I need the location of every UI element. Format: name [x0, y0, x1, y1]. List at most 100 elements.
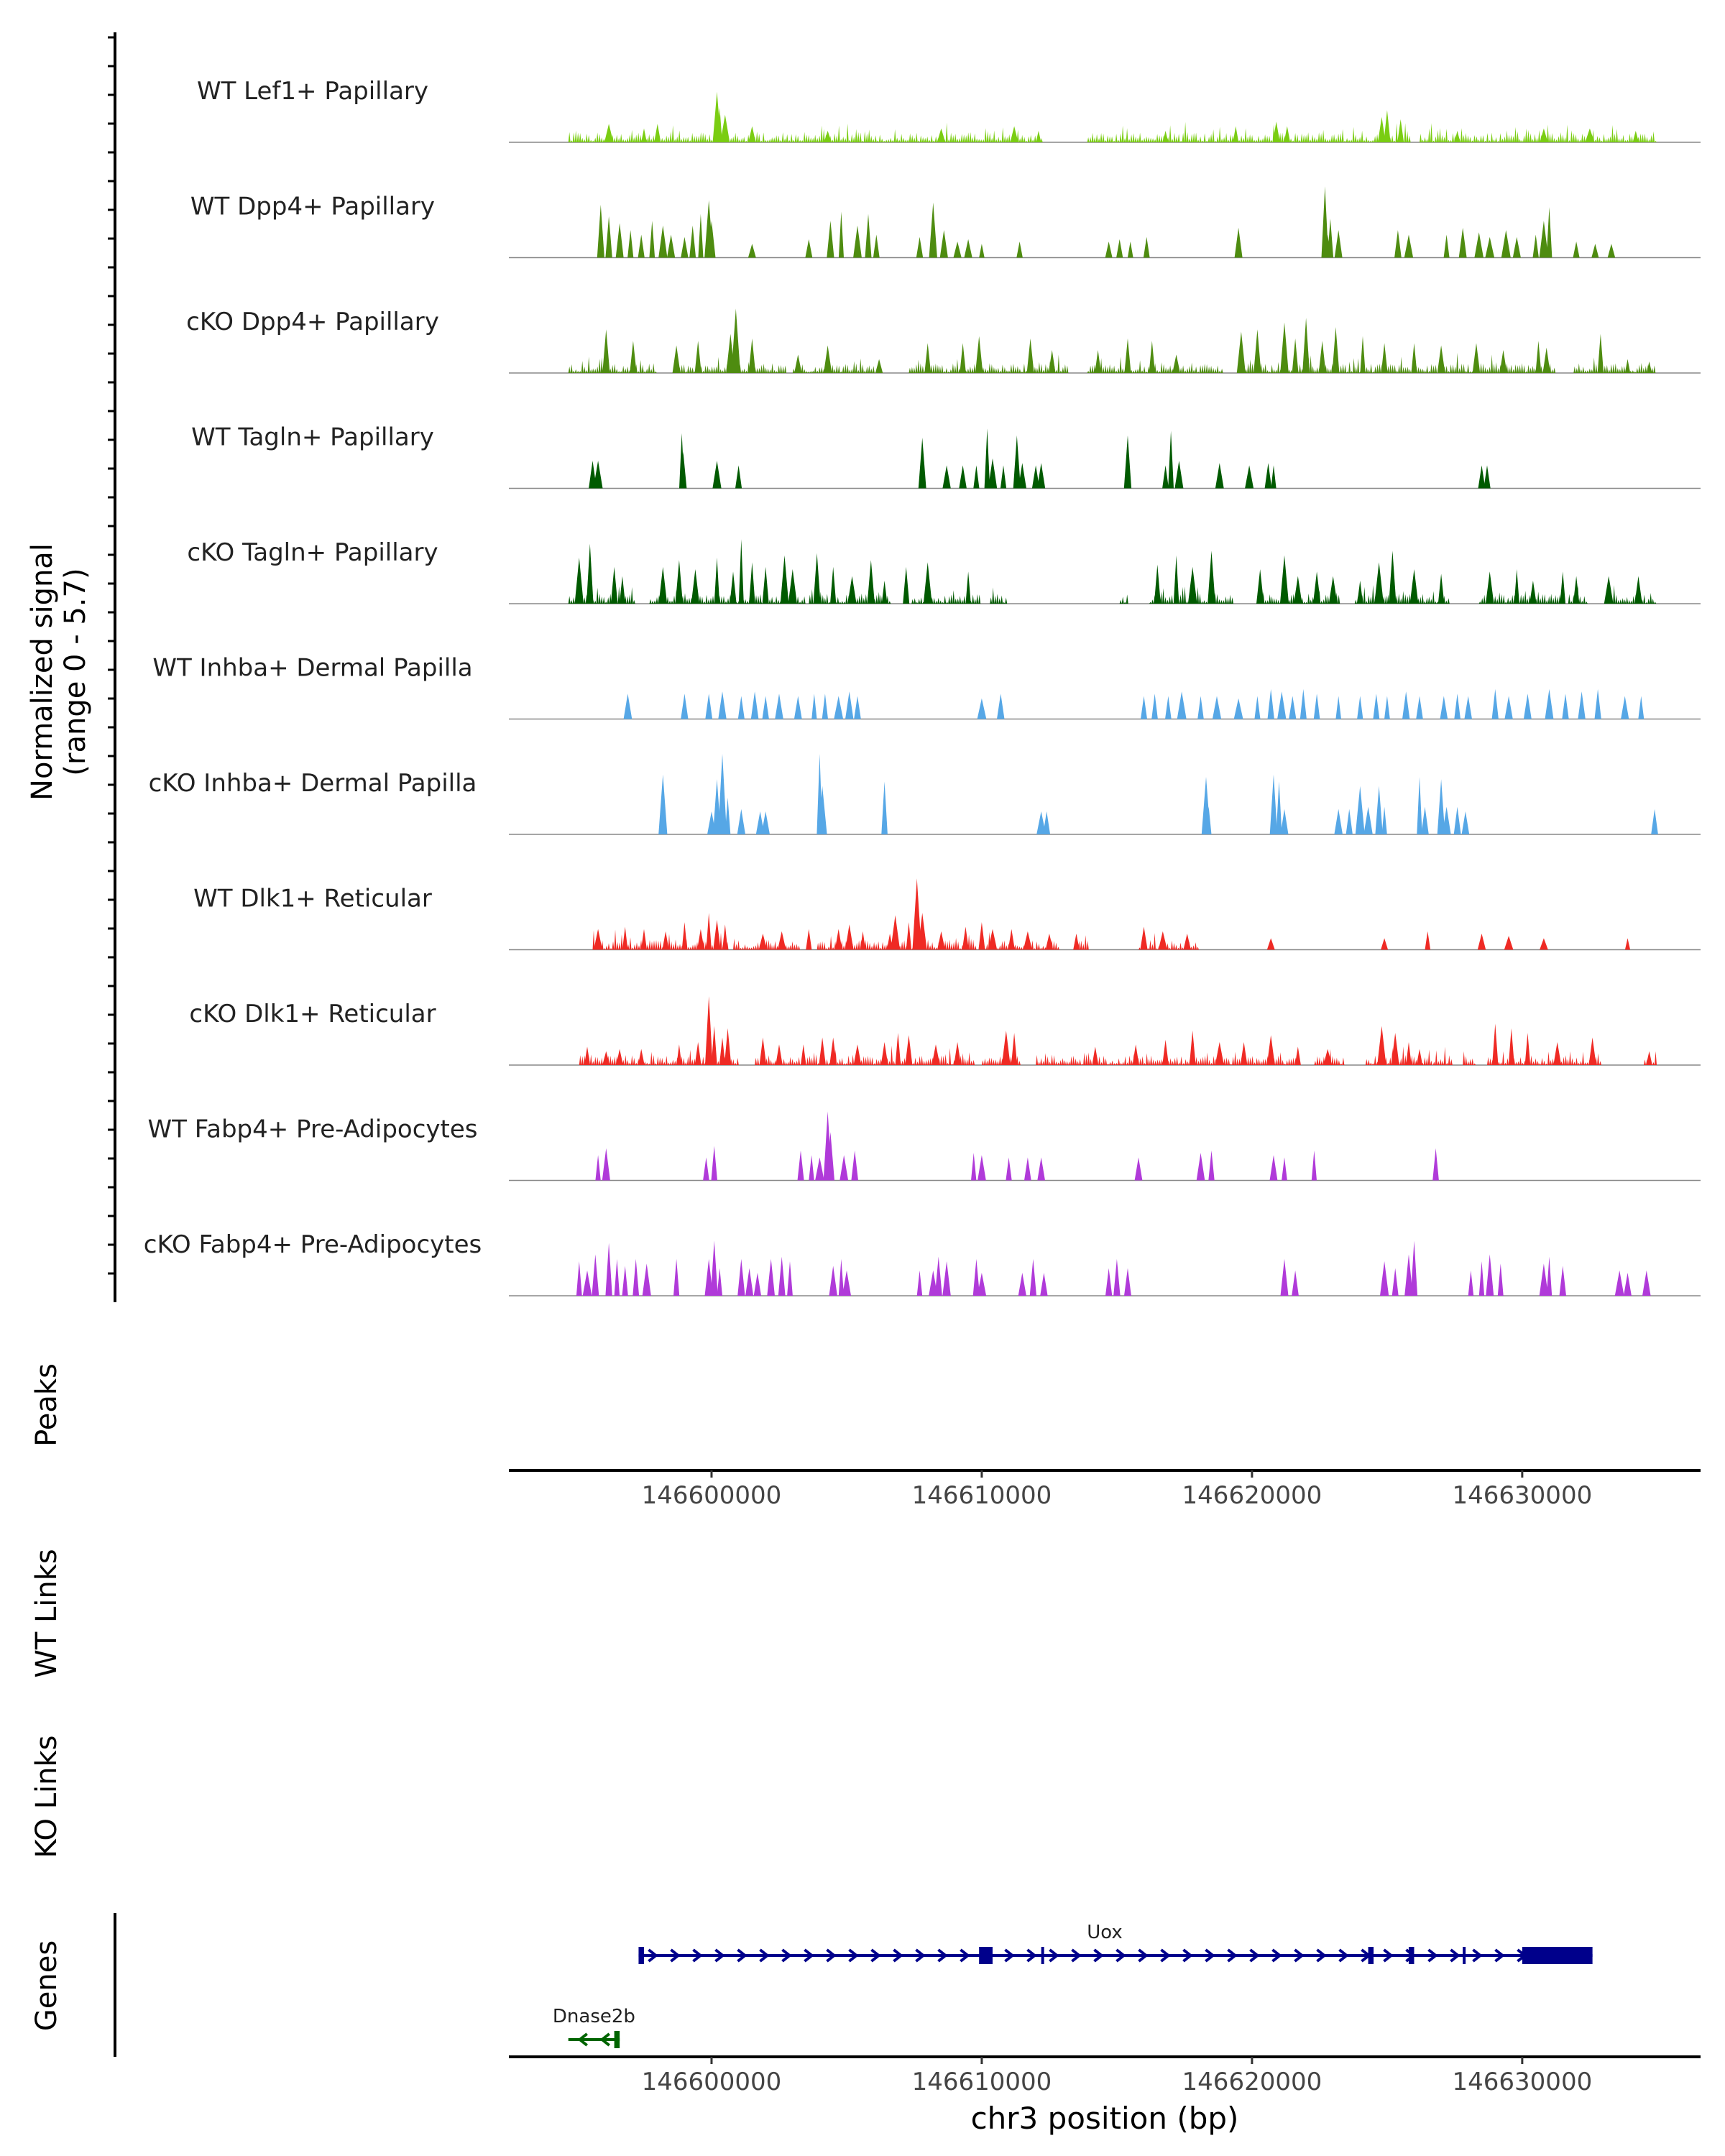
- signal-texture: [1087, 356, 1223, 373]
- signal-texture: [568, 586, 635, 604]
- signal-peak: [1374, 562, 1384, 604]
- signal-peak: [1607, 244, 1616, 258]
- signal-peak: [691, 569, 700, 604]
- signal-peak: [673, 1258, 680, 1296]
- track-label: WT Inhba+ Dermal Papilla: [152, 654, 472, 683]
- signal-peak: [586, 543, 594, 604]
- signal-peak: [1375, 786, 1383, 834]
- signal-peak: [1492, 1023, 1499, 1065]
- signal-peak: [819, 1037, 826, 1065]
- peaks-x-axis-ticks: 146600000 146610000 146620000 146630000: [642, 1470, 1592, 1510]
- x-tick-label: 146600000: [642, 2068, 782, 2096]
- track-label: WT Lef1+ Papillary: [197, 77, 428, 106]
- signal-peak: [916, 1270, 923, 1296]
- signal-peak: [704, 1258, 713, 1296]
- signal-peak: [1206, 806, 1212, 834]
- signal-peak: [1289, 696, 1297, 719]
- signal-peak: [1254, 329, 1261, 373]
- signal-peak: [822, 694, 828, 719]
- signal-peak: [959, 465, 967, 489]
- signal-peak: [824, 131, 832, 142]
- signal-texture: [1036, 1049, 1300, 1065]
- signal-peak: [1280, 1258, 1289, 1296]
- signal-peak: [1095, 350, 1101, 373]
- y-axis-ticks: [108, 36, 115, 1275]
- signal-peak: [979, 244, 985, 258]
- signal-peak: [1346, 808, 1353, 834]
- signal-peak: [576, 1261, 582, 1296]
- signal-peak: [1266, 1035, 1275, 1065]
- signal-peak: [694, 341, 702, 373]
- signal-peak: [1530, 581, 1537, 604]
- signal-peak: [939, 230, 948, 258]
- signal-peak: [640, 929, 647, 950]
- signal-peak: [881, 581, 888, 604]
- signal-peak: [924, 343, 932, 373]
- signal-texture: [568, 356, 657, 373]
- signal-peak: [1284, 126, 1291, 142]
- signal-peak: [1573, 576, 1580, 604]
- track-3: WT Tagln+ Papillary: [191, 423, 1701, 489]
- signal-texture: [568, 122, 1043, 142]
- signal-peak: [977, 1273, 987, 1296]
- signal-peak: [717, 754, 727, 834]
- signal-peak: [829, 1266, 837, 1296]
- signal-peak: [654, 124, 661, 142]
- signal-peak: [1132, 1044, 1139, 1065]
- signal-peak: [1651, 808, 1658, 834]
- signal-peak: [1440, 696, 1448, 719]
- signal-peak: [1300, 688, 1307, 719]
- signal-peak: [1468, 1270, 1474, 1296]
- signal-peak: [929, 1270, 938, 1296]
- signal-peak: [1000, 465, 1007, 489]
- signal-peak: [1271, 465, 1276, 489]
- signal-peak: [811, 694, 817, 719]
- signal-peak: [748, 338, 756, 373]
- signal-peak: [1312, 571, 1321, 604]
- signal-peak: [1037, 463, 1046, 489]
- genes-x-axis-ticks: 146600000 146610000 146620000 146630000: [642, 2057, 1592, 2096]
- signal-peak: [619, 576, 625, 604]
- signal-peak: [1384, 110, 1391, 142]
- signal-peak: [1621, 696, 1629, 719]
- coverage-tracks: WT Lef1+ Papillary WT Dpp4+ Papillary cKO …: [144, 77, 1701, 1296]
- signal-texture: [911, 590, 981, 604]
- signal-peak: [973, 465, 980, 489]
- signal-peak: [880, 1042, 888, 1065]
- signal-peak: [762, 566, 769, 604]
- signal-peak: [1542, 347, 1550, 373]
- signal-peak: [1173, 555, 1179, 604]
- signal-peak: [964, 239, 972, 258]
- signal-peak: [988, 458, 998, 489]
- signal-peak: [714, 558, 720, 604]
- signal-peak: [1486, 571, 1494, 604]
- signal-peak: [1562, 694, 1569, 719]
- signal-peak: [1196, 1153, 1205, 1181]
- signal-peak: [1524, 1033, 1531, 1065]
- signal-texture: [592, 929, 729, 950]
- signal-peak: [1023, 931, 1032, 950]
- signal-peak: [658, 225, 668, 258]
- signal-peak: [641, 128, 647, 142]
- signal-peak: [1092, 1046, 1099, 1065]
- signal-peak: [642, 1263, 651, 1296]
- signal-peak: [602, 1051, 610, 1065]
- exon: [1522, 1947, 1593, 1964]
- signal-peak: [1149, 341, 1155, 373]
- signal-peak: [1425, 931, 1431, 950]
- signal-peak: [1508, 1028, 1514, 1065]
- signal-peak: [829, 1037, 837, 1065]
- signal-peak: [1646, 1051, 1652, 1065]
- signal-peak: [1123, 435, 1132, 489]
- x-tick-label: 146610000: [912, 2068, 1052, 2096]
- signal-peak: [614, 1258, 620, 1296]
- signal-peak: [705, 996, 713, 1065]
- signal-peak: [610, 566, 618, 604]
- signal-peak: [1321, 186, 1329, 258]
- signal-peak: [1416, 1049, 1423, 1065]
- signal-peak: [1134, 1157, 1143, 1181]
- signal-peak: [988, 929, 998, 950]
- signal-peak: [1632, 131, 1639, 142]
- signal-peak: [838, 211, 844, 258]
- signal-peak: [1024, 1157, 1031, 1181]
